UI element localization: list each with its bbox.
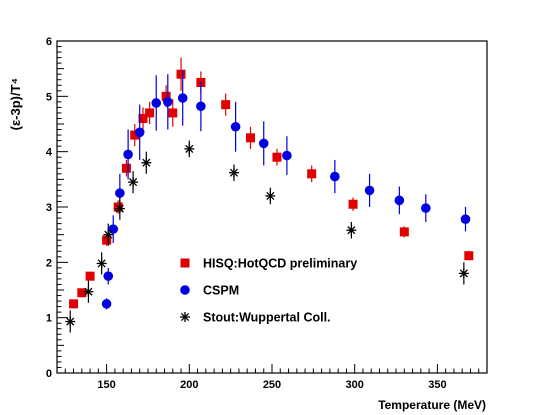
legend-label: HISQ:HotQCD preliminary xyxy=(203,257,357,271)
y-tick-label: 3 xyxy=(46,202,52,214)
legend-label: CSPM xyxy=(203,284,239,298)
y-tick-label: 5 xyxy=(46,91,52,103)
data-point xyxy=(102,235,112,245)
legend-marker xyxy=(180,285,190,295)
data-point xyxy=(77,288,87,298)
x-axis-ticks: 150 200 250 300 350 xyxy=(56,364,488,391)
data-point xyxy=(272,152,282,162)
y-tick-label: 4 xyxy=(46,147,53,159)
data-point xyxy=(176,69,186,79)
legend: HISQ:HotQCD preliminary CSPM Stout:Wuppert… xyxy=(180,257,357,325)
data-point xyxy=(96,258,107,269)
data-point xyxy=(265,190,276,201)
data-point xyxy=(330,171,340,182)
data-point xyxy=(114,203,125,214)
data-point xyxy=(83,286,94,297)
data-point xyxy=(128,177,139,188)
data-point xyxy=(458,268,469,279)
series-cspm xyxy=(101,70,471,310)
data-point xyxy=(168,108,178,118)
data-point xyxy=(138,113,148,123)
y-axis-label: (ε-3p)/T⁴ xyxy=(8,78,23,130)
x-tick-label: 350 xyxy=(428,379,446,391)
data-point xyxy=(246,133,255,143)
data-point xyxy=(134,127,145,138)
data-point xyxy=(161,91,171,101)
data-point xyxy=(221,100,231,110)
data-point xyxy=(115,188,125,198)
data-point xyxy=(394,195,405,206)
data-point xyxy=(123,149,133,160)
data-point xyxy=(177,93,188,103)
data-point xyxy=(145,108,155,118)
x-tick-label: 150 xyxy=(97,379,115,391)
y-axis-ticks: 0 1 2 3 4 5 6 xyxy=(46,36,68,380)
x-tick-label: 300 xyxy=(346,379,364,391)
data-point xyxy=(364,185,375,196)
x-tick-label: 250 xyxy=(263,379,281,391)
data-point xyxy=(184,143,195,154)
data-point xyxy=(85,271,95,281)
data-point xyxy=(282,150,292,161)
x-axis-label: Temperature (MeV) xyxy=(378,398,486,412)
data-point xyxy=(65,316,76,327)
data-point xyxy=(141,157,152,168)
y-tick-label: 0 xyxy=(46,368,52,380)
data-markers xyxy=(65,57,474,333)
legend-label: Stout:Wuppertal Coll. xyxy=(203,311,331,325)
series-stout-wuppertal-coll xyxy=(65,140,469,333)
data-point xyxy=(196,101,206,112)
y-tick-label: 1 xyxy=(46,313,52,325)
data-point xyxy=(121,163,131,173)
y-tick-label: 2 xyxy=(46,257,52,269)
data-point xyxy=(258,138,269,149)
legend-marker xyxy=(180,258,190,268)
data-point xyxy=(130,130,140,140)
data-point xyxy=(163,97,173,107)
data-point xyxy=(464,251,474,261)
data-point xyxy=(460,214,471,224)
data-point xyxy=(103,229,114,240)
data-point xyxy=(101,299,112,309)
data-point xyxy=(346,225,357,236)
data-point xyxy=(103,271,114,281)
data-point xyxy=(69,299,79,309)
x-tick-label: 200 xyxy=(180,379,198,391)
data-point xyxy=(348,199,358,209)
data-point xyxy=(307,169,317,179)
data-point xyxy=(399,227,409,237)
data-point xyxy=(151,98,162,108)
data-point xyxy=(421,203,431,213)
legend-marker xyxy=(180,312,190,322)
y-tick-label: 6 xyxy=(46,36,52,48)
data-point xyxy=(228,167,239,178)
data-point xyxy=(230,121,241,132)
series-hisq-hotqcd-preliminary xyxy=(69,57,474,309)
